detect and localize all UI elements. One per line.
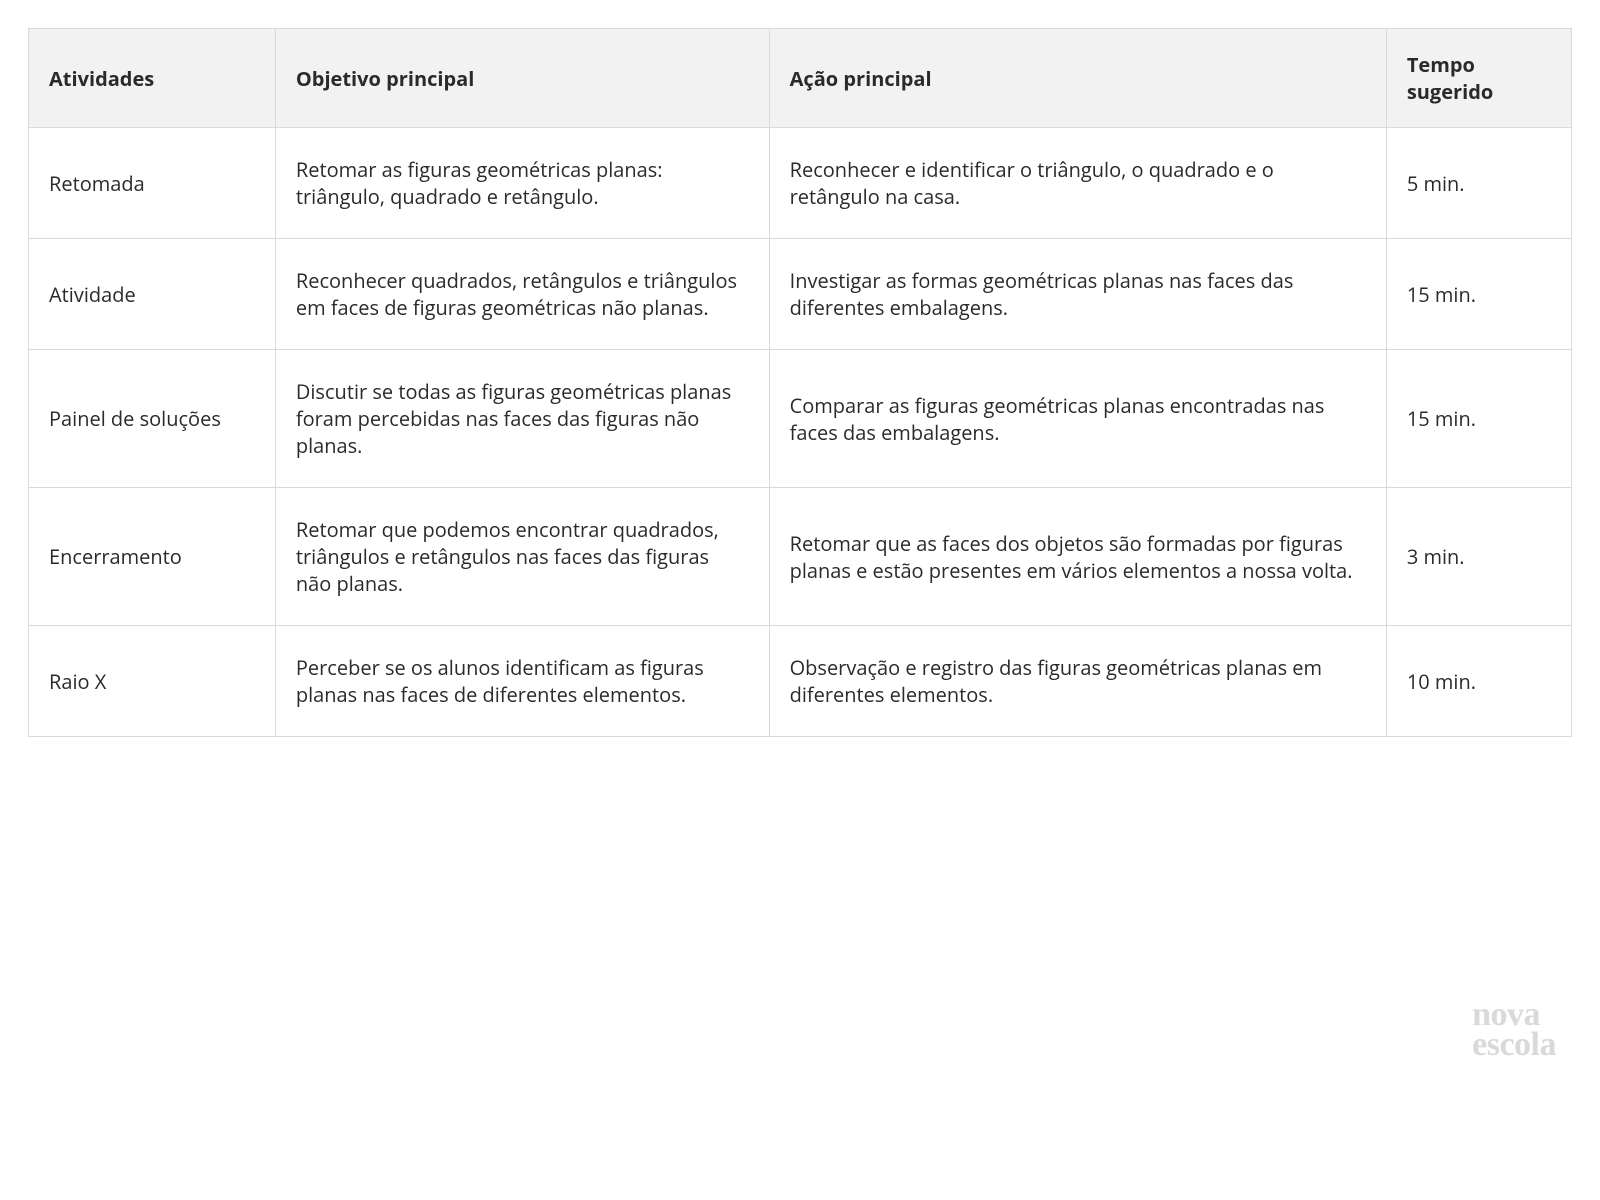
table-row: Encerramento Retomar que podemos encontr…	[29, 488, 1572, 626]
cell-tempo: 3 min.	[1386, 488, 1571, 626]
nova-escola-logo: nova escola	[1472, 1000, 1556, 1060]
cell-objetivo: Discutir se todas as figuras geométricas…	[275, 350, 769, 488]
cell-tempo: 10 min.	[1386, 626, 1571, 737]
cell-atividade: Atividade	[29, 239, 276, 350]
cell-objetivo: Retomar as figuras geométricas planas: t…	[275, 128, 769, 239]
cell-objetivo: Retomar que podemos encontrar quadrados,…	[275, 488, 769, 626]
cell-acao: Investigar as formas geométricas planas …	[769, 239, 1386, 350]
cell-objetivo: Reconhecer quadrados, retângulos e triân…	[275, 239, 769, 350]
cell-atividade: Encerramento	[29, 488, 276, 626]
cell-acao: Observação e registro das figuras geomét…	[769, 626, 1386, 737]
cell-atividade: Painel de soluções	[29, 350, 276, 488]
activities-table: Atividades Objetivo principal Ação princ…	[28, 28, 1572, 737]
cell-objetivo: Perceber se os alunos identificam as fig…	[275, 626, 769, 737]
col-header-acao: Ação principal	[769, 29, 1386, 128]
table-row: Retomada Retomar as figuras geométricas …	[29, 128, 1572, 239]
cell-atividade: Raio X	[29, 626, 276, 737]
cell-atividade: Retomada	[29, 128, 276, 239]
table-row: Painel de soluções Discutir se todas as …	[29, 350, 1572, 488]
col-header-tempo: Tempo sugerido	[1386, 29, 1571, 128]
cell-tempo: 15 min.	[1386, 239, 1571, 350]
col-header-objetivo: Objetivo principal	[275, 29, 769, 128]
cell-tempo: 15 min.	[1386, 350, 1571, 488]
cell-acao: Retomar que as faces dos objetos são for…	[769, 488, 1386, 626]
table-row: Raio X Perceber se os alunos identificam…	[29, 626, 1572, 737]
cell-acao: Comparar as figuras geométricas planas e…	[769, 350, 1386, 488]
cell-acao: Reconhecer e identificar o triângulo, o …	[769, 128, 1386, 239]
cell-tempo: 5 min.	[1386, 128, 1571, 239]
col-header-atividades: Atividades	[29, 29, 276, 128]
table-row: Atividade Reconhecer quadrados, retângul…	[29, 239, 1572, 350]
table-header-row: Atividades Objetivo principal Ação princ…	[29, 29, 1572, 128]
logo-line2: escola	[1472, 1026, 1556, 1063]
